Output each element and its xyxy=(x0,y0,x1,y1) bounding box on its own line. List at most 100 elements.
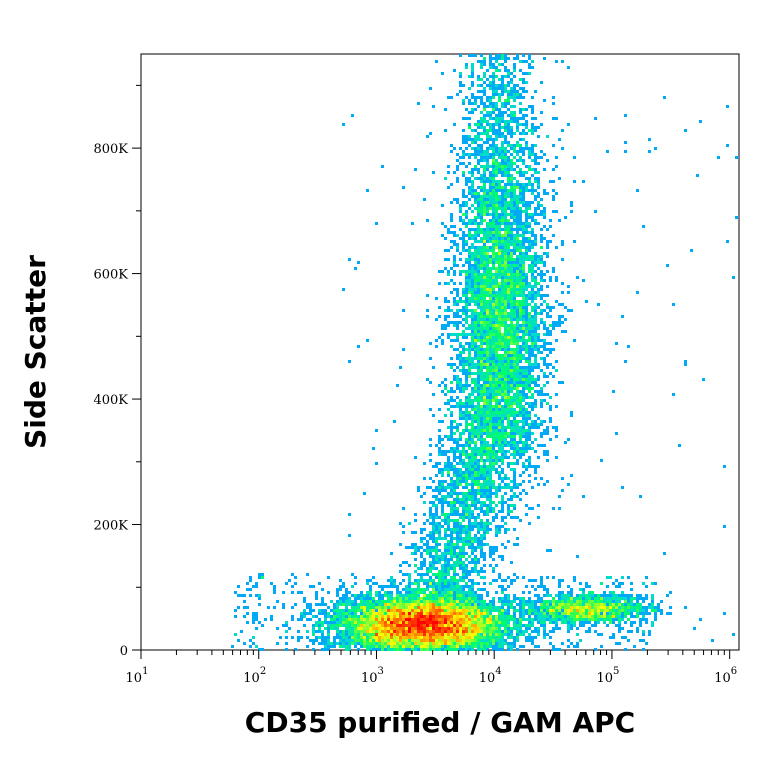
density-cell xyxy=(546,606,549,609)
density-cell xyxy=(483,243,486,246)
density-cell xyxy=(504,207,507,210)
density-cell xyxy=(504,528,507,531)
density-cell xyxy=(462,138,465,141)
density-cell xyxy=(492,165,495,168)
density-cell xyxy=(468,411,471,414)
density-cell xyxy=(507,318,510,321)
density-cell xyxy=(447,309,450,312)
density-cell xyxy=(522,366,525,369)
density-cell xyxy=(534,264,537,267)
density-cell xyxy=(540,369,543,372)
density-cell xyxy=(447,456,450,459)
density-cell xyxy=(516,231,519,234)
density-cell xyxy=(504,444,507,447)
density-cell xyxy=(282,603,285,606)
density-cell xyxy=(492,111,495,114)
density-cell xyxy=(459,450,462,453)
density-cell xyxy=(471,315,474,318)
density-cell xyxy=(477,312,480,315)
density-cell xyxy=(579,600,582,603)
density-cell xyxy=(480,204,483,207)
density-cell xyxy=(471,210,474,213)
density-cell xyxy=(474,195,477,198)
density-cell xyxy=(465,441,468,444)
density-cell xyxy=(429,531,432,534)
density-cell xyxy=(513,213,516,216)
density-cell xyxy=(522,279,525,282)
density-cell xyxy=(498,300,501,303)
density-cell xyxy=(471,180,474,183)
density-cell xyxy=(447,585,450,588)
density-cell xyxy=(345,612,348,615)
density-cell xyxy=(504,99,507,102)
density-cell xyxy=(549,372,552,375)
density-cell xyxy=(402,612,405,615)
density-cell xyxy=(510,381,513,384)
density-cell xyxy=(465,342,468,345)
density-cell xyxy=(516,414,519,417)
density-cell xyxy=(486,390,489,393)
density-cell xyxy=(531,378,534,381)
density-cell xyxy=(519,234,522,237)
density-cell xyxy=(420,597,423,600)
density-cell xyxy=(522,381,525,384)
density-cell xyxy=(549,225,552,228)
density-cell xyxy=(351,612,354,615)
density-cell xyxy=(471,327,474,330)
density-cell xyxy=(555,360,558,363)
density-cell xyxy=(606,606,609,609)
density-cell xyxy=(519,189,522,192)
density-cell xyxy=(459,600,462,603)
density-cell xyxy=(519,426,522,429)
density-cell xyxy=(300,591,303,594)
density-cell xyxy=(558,219,561,222)
density-cell xyxy=(453,567,456,570)
density-cell xyxy=(453,591,456,594)
density-cell xyxy=(483,531,486,534)
density-cell xyxy=(507,528,510,531)
density-cell xyxy=(465,534,468,537)
density-cell xyxy=(453,456,456,459)
density-cell xyxy=(453,597,456,600)
density-cell xyxy=(513,339,516,342)
density-cell xyxy=(495,420,498,423)
density-cell xyxy=(519,303,522,306)
density-cell xyxy=(480,552,483,555)
density-cell xyxy=(543,189,546,192)
density-cell xyxy=(525,207,528,210)
density-cell xyxy=(516,597,519,600)
density-cell xyxy=(483,486,486,489)
density-cell xyxy=(603,600,606,603)
density-cell xyxy=(450,405,453,408)
density-cell xyxy=(441,603,444,606)
density-cell xyxy=(552,189,555,192)
density-cell xyxy=(465,498,468,501)
density-cell xyxy=(522,489,525,492)
density-cell xyxy=(474,432,477,435)
density-cell xyxy=(519,348,522,351)
density-cell xyxy=(501,153,504,156)
density-cell xyxy=(411,594,414,597)
density-cell xyxy=(474,309,477,312)
density-cell xyxy=(501,360,504,363)
density-cell xyxy=(501,342,504,345)
density-cell xyxy=(390,603,393,606)
density-cell xyxy=(534,594,537,597)
density-cell xyxy=(447,513,450,516)
density-cell xyxy=(474,156,477,159)
density-cell xyxy=(498,384,501,387)
density-cell xyxy=(627,576,630,579)
density-cell xyxy=(498,189,501,192)
density-cell xyxy=(507,249,510,252)
density-cell xyxy=(552,198,555,201)
density-cell xyxy=(585,597,588,600)
density-cell xyxy=(531,441,534,444)
density-cell xyxy=(423,573,426,576)
density-cell xyxy=(534,366,537,369)
density-cell xyxy=(468,498,471,501)
density-cell xyxy=(534,600,537,603)
density-cell xyxy=(480,111,483,114)
density-cell xyxy=(612,594,615,597)
density-cell xyxy=(486,165,489,168)
density-cell xyxy=(561,330,564,333)
